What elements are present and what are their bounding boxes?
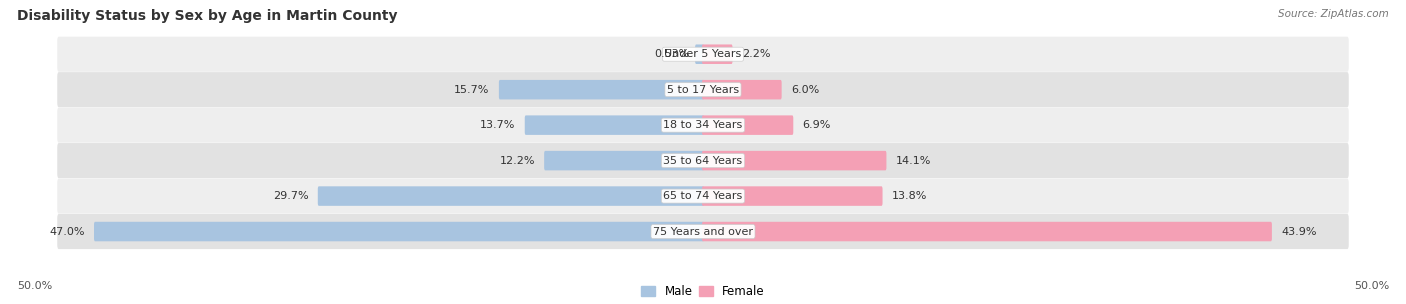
FancyBboxPatch shape xyxy=(94,222,704,241)
FancyBboxPatch shape xyxy=(702,80,782,99)
Text: 50.0%: 50.0% xyxy=(1354,281,1389,291)
Text: 12.2%: 12.2% xyxy=(499,156,534,166)
Text: 35 to 64 Years: 35 to 64 Years xyxy=(664,156,742,166)
FancyBboxPatch shape xyxy=(499,80,704,99)
FancyBboxPatch shape xyxy=(58,143,1348,178)
FancyBboxPatch shape xyxy=(702,186,883,206)
Text: Under 5 Years: Under 5 Years xyxy=(665,49,741,59)
Text: 6.9%: 6.9% xyxy=(803,120,831,130)
Text: 13.7%: 13.7% xyxy=(479,120,516,130)
Text: 75 Years and over: 75 Years and over xyxy=(652,226,754,237)
FancyBboxPatch shape xyxy=(524,116,704,135)
Text: 47.0%: 47.0% xyxy=(49,226,84,237)
Text: 2.2%: 2.2% xyxy=(742,49,770,59)
Legend: Male, Female: Male, Female xyxy=(637,281,769,303)
Text: 0.53%: 0.53% xyxy=(654,49,690,59)
FancyBboxPatch shape xyxy=(58,72,1348,107)
Text: 6.0%: 6.0% xyxy=(792,85,820,95)
FancyBboxPatch shape xyxy=(58,37,1348,72)
Text: Disability Status by Sex by Age in Martin County: Disability Status by Sex by Age in Marti… xyxy=(17,9,398,23)
Text: 5 to 17 Years: 5 to 17 Years xyxy=(666,85,740,95)
Text: 43.9%: 43.9% xyxy=(1281,226,1316,237)
Text: 18 to 34 Years: 18 to 34 Years xyxy=(664,120,742,130)
Text: 15.7%: 15.7% xyxy=(454,85,489,95)
FancyBboxPatch shape xyxy=(702,116,793,135)
Text: 13.8%: 13.8% xyxy=(891,191,927,201)
Text: 50.0%: 50.0% xyxy=(17,281,52,291)
FancyBboxPatch shape xyxy=(58,178,1348,214)
FancyBboxPatch shape xyxy=(702,44,733,64)
FancyBboxPatch shape xyxy=(702,222,1272,241)
FancyBboxPatch shape xyxy=(318,186,704,206)
FancyBboxPatch shape xyxy=(702,151,886,170)
Text: 29.7%: 29.7% xyxy=(273,191,308,201)
FancyBboxPatch shape xyxy=(695,44,704,64)
Text: Source: ZipAtlas.com: Source: ZipAtlas.com xyxy=(1278,9,1389,19)
Text: 65 to 74 Years: 65 to 74 Years xyxy=(664,191,742,201)
Text: 14.1%: 14.1% xyxy=(896,156,931,166)
FancyBboxPatch shape xyxy=(58,214,1348,249)
FancyBboxPatch shape xyxy=(58,108,1348,143)
FancyBboxPatch shape xyxy=(544,151,704,170)
